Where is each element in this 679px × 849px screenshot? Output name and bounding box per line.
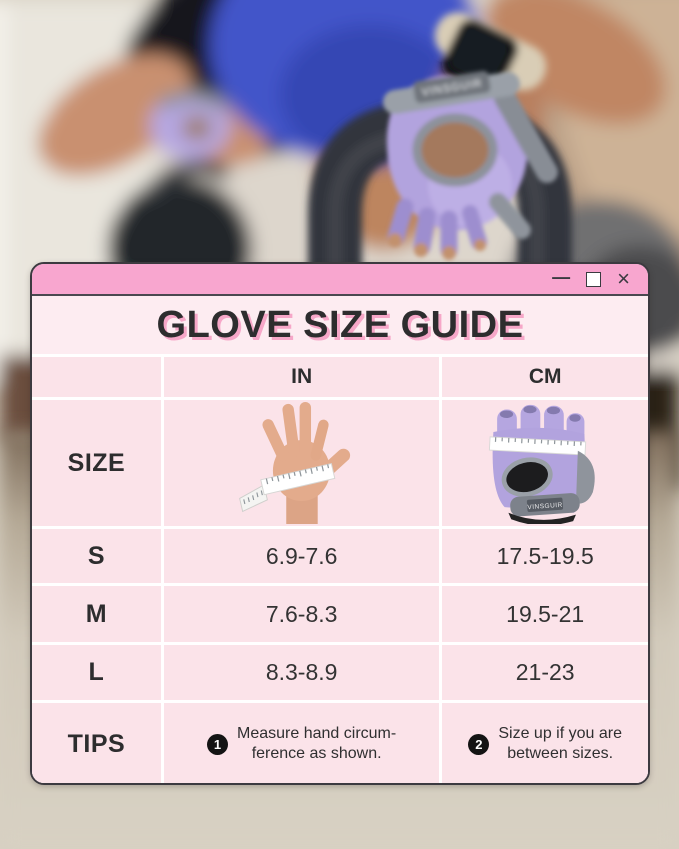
tip-1-number-icon: 1 [207, 733, 229, 755]
glove-tape [489, 436, 587, 456]
page-title: GLOVE SIZE GUIDE [156, 303, 524, 346]
size-guide-window: — × GLOVE SIZE GUIDE IN CM SIZE [30, 262, 650, 785]
l-in-value: 8.3-8.9 [163, 645, 440, 700]
s-in-value: 6.9-7.6 [163, 529, 440, 583]
tip-2-text: Size up if you are between sizes. [498, 725, 622, 762]
tip-2-number-icon: 2 [468, 733, 490, 755]
tip-1-text: Measure hand circum- ference as shown. [237, 725, 397, 762]
row-label-s: S [32, 529, 161, 583]
close-icon[interactable]: × [617, 266, 630, 291]
minimize-icon[interactable]: — [552, 267, 571, 287]
window-titlebar: — × [32, 264, 648, 296]
row-label-m: M [32, 586, 161, 642]
tip-2: 2 Size up if you are between sizes. [442, 703, 648, 783]
l-cm-value: 21-23 [442, 645, 648, 700]
m-in-value: 7.6-8.3 [163, 586, 440, 642]
glove-illustration: VINSGUIR [442, 400, 648, 526]
s-cm-value: 17.5-19.5 [442, 529, 648, 583]
size-table: IN CM SIZE [32, 354, 648, 783]
glove-strap: VINSGUIR [510, 493, 580, 517]
row-label-tips: TIPS [32, 703, 161, 783]
m-cm-value: 19.5-21 [442, 586, 648, 642]
hand-measure-illustration [163, 400, 440, 526]
header-in: IN [163, 357, 440, 397]
foreground-glove: VINSGUIR [383, 70, 558, 260]
maximize-icon[interactable] [586, 271, 602, 287]
row-label-size: SIZE [32, 400, 161, 526]
header-empty-cell [32, 357, 161, 397]
glove-brand-label: VINSGUIR [527, 502, 563, 511]
size-guide-panel: GLOVE SIZE GUIDE IN CM SIZE [32, 296, 648, 783]
background-glove [150, 90, 230, 159]
header-cm: CM [442, 357, 648, 397]
tip-1: 1 Measure hand circum- ference as shown. [163, 703, 440, 783]
measuring-tape [239, 462, 336, 513]
row-label-l: L [32, 645, 161, 700]
